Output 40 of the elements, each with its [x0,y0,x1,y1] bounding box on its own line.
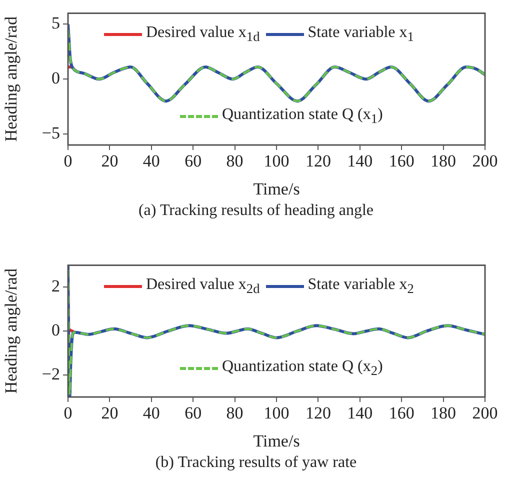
x-tick-label: 20 [101,152,118,171]
y-tick-label: 0 [52,320,60,340]
x-tick-label: 140 [347,152,373,171]
x-tick-label: 80 [226,152,244,171]
legend-label: State variable x$_{2}$ [308,276,414,298]
x-tick-label: 200 [472,152,498,171]
x-axis-title: Time/s [253,431,300,450]
x-tick-label: 120 [305,404,331,423]
x-tick-label: 40 [142,404,160,423]
x-tick-label: 100 [264,152,290,171]
x-tick-label: 180 [430,152,456,171]
y-tick-label: 0 [52,68,60,88]
y-tick-label: −5 [42,123,60,142]
y-axis-title: Heading angle/rad [2,16,21,142]
legend-label: State variable x$_{1}$ [308,24,414,46]
x-tick-label: 100 [264,404,290,423]
x-tick-label: 200 [472,404,498,423]
x-tick-label: 120 [305,152,331,171]
x-tick-label: 0 [64,404,72,423]
legend-label: Quantization state Q (x$_{2}$) [222,358,383,380]
y-tick-label: −2 [42,364,60,384]
y-tick-label: 2 [52,276,60,296]
x-tick-label: 140 [347,404,373,423]
x-tick-label: 80 [226,404,244,423]
x-tick-label: 180 [430,404,456,423]
x-tick-label: 40 [142,152,160,171]
x-axis-title: Time/s [253,179,300,198]
x-tick-label: 20 [101,404,118,423]
y-tick-label: 5 [52,14,60,33]
legend-label: Quantization state Q (x$_{1}$) [222,106,383,128]
x-tick-label: 160 [388,404,414,423]
y-axis-title: Heading angle/rad [2,268,21,394]
x-tick-label: 160 [388,152,414,171]
x-tick-label: 60 [184,404,202,423]
x-tick-label: 60 [184,152,202,171]
legend-label: Desired value x$_{1d}$ [146,24,260,46]
text: (a) Tracking results of heading angle [137,201,375,221]
x-tick-label: 0 [64,152,72,171]
text: (b) Tracking results of yaw rate [154,453,358,473]
legend-label: Desired value x$_{2d}$ [146,276,260,298]
